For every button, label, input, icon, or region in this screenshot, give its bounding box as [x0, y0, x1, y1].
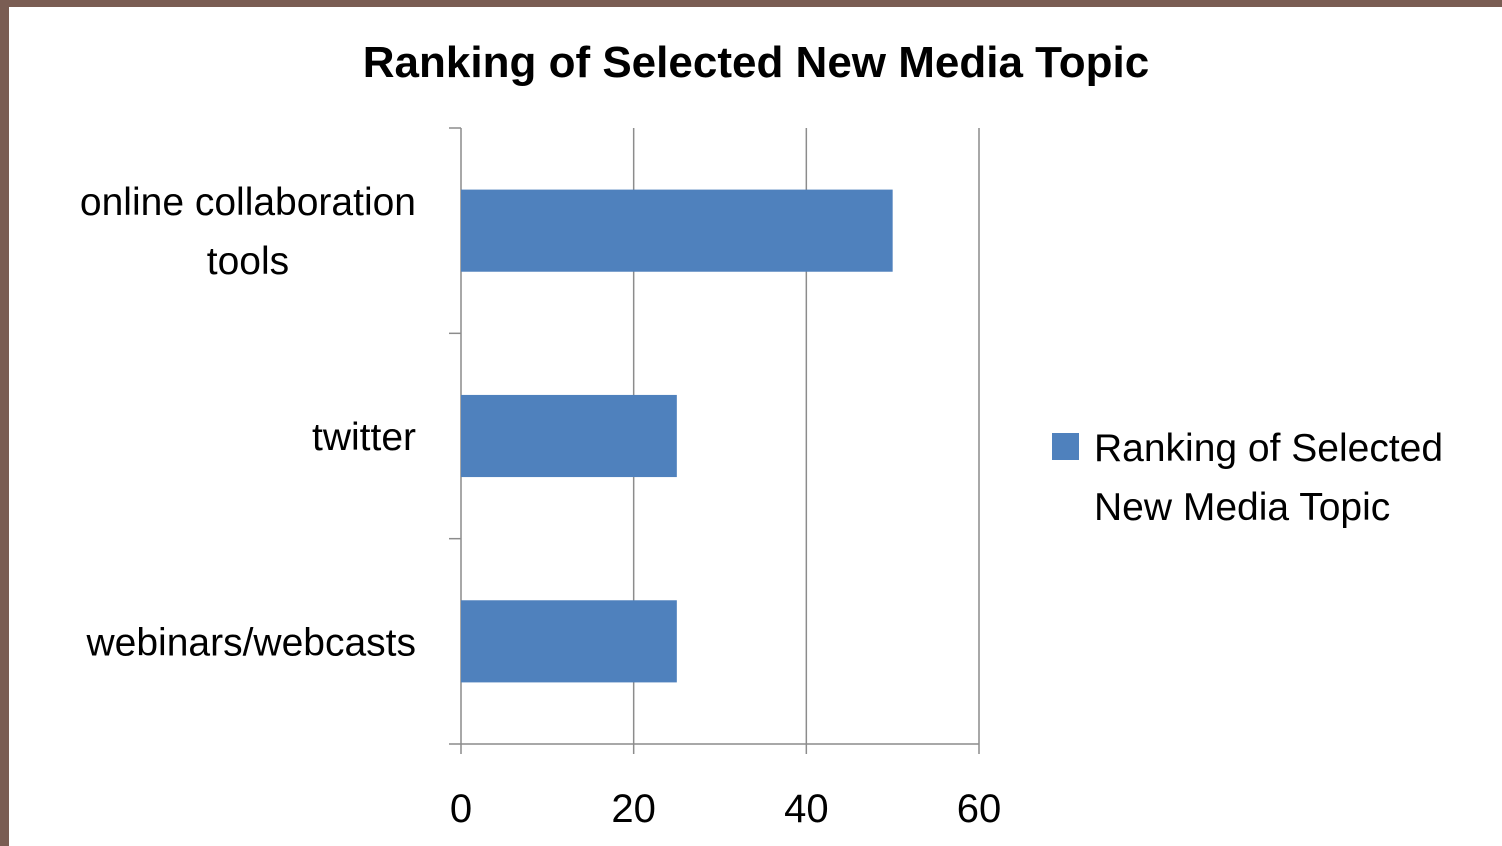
category-label-line: tools — [207, 240, 289, 283]
legend-label-line: New Media Topic — [1094, 486, 1390, 529]
category-label: online collaboration tools — [80, 181, 416, 283]
bar — [461, 600, 677, 683]
category-label-line: online collaboration — [80, 181, 416, 224]
category-label: twitter — [312, 416, 416, 459]
legend-label-line: Ranking of Selected — [1094, 427, 1443, 470]
x-tick-label: 0 — [450, 787, 472, 831]
chart-frame: Ranking of Selected New Media Topic onli… — [9, 7, 1502, 846]
category-label-line: twitter — [312, 416, 416, 459]
x-tick-label: 60 — [957, 787, 1002, 831]
bar — [461, 189, 893, 272]
legend-swatch — [1052, 433, 1079, 460]
bar-chart: Ranking of Selected New Media Topic onli… — [80, 38, 1443, 831]
category-labels: online collaboration tools twitter webinars… — [80, 181, 416, 664]
category-label: webinars/webcasts — [86, 621, 416, 664]
x-tick-label: 40 — [784, 787, 829, 831]
x-tick-labels: 0 20 40 60 — [450, 787, 1001, 831]
chart-title: Ranking of Selected New Media Topic — [363, 38, 1149, 87]
bars — [461, 189, 893, 683]
legend-label: Ranking of Selected New Media Topic — [1094, 427, 1443, 529]
category-label-line: webinars/webcasts — [86, 621, 416, 664]
bar — [461, 394, 677, 478]
x-tick-label: 20 — [611, 787, 656, 831]
legend: Ranking of Selected New Media Topic — [1052, 427, 1443, 529]
